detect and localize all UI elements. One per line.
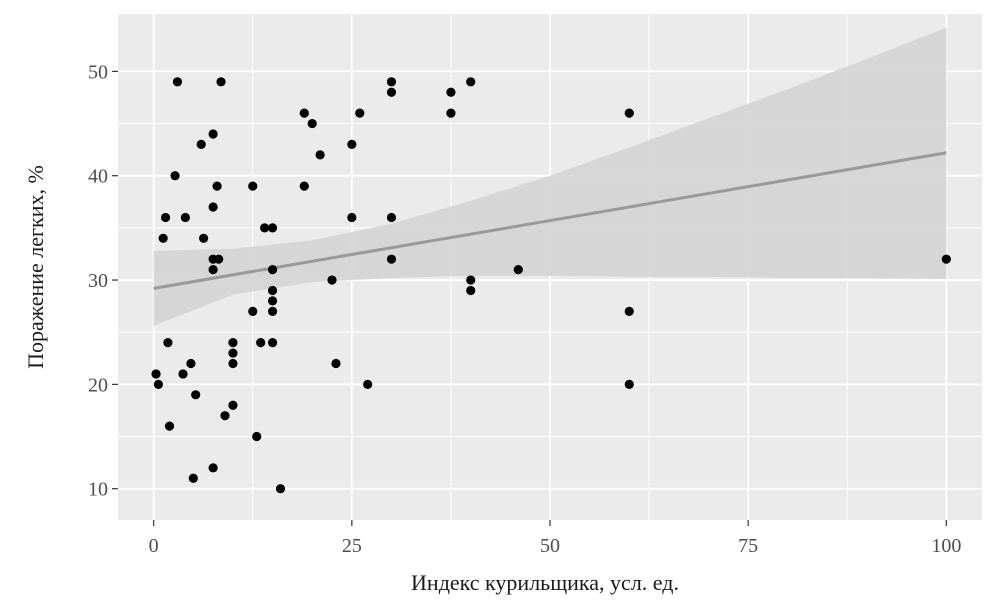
data-point	[315, 150, 325, 160]
data-point	[466, 285, 476, 296]
data-point	[151, 369, 161, 379]
data-points	[151, 77, 951, 494]
y-tick-label: 30	[88, 270, 108, 292]
data-point	[186, 358, 196, 369]
data-point	[275, 484, 286, 494]
data-point	[199, 233, 209, 243]
data-point	[208, 265, 218, 275]
data-point	[172, 77, 183, 87]
data-point	[363, 379, 373, 389]
data-point	[170, 171, 180, 181]
data-point	[347, 212, 357, 223]
data-point	[446, 108, 456, 118]
data-point	[466, 275, 476, 285]
data-point	[178, 369, 188, 379]
data-point	[267, 296, 278, 306]
data-point	[267, 265, 278, 275]
data-point	[153, 379, 164, 389]
data-point	[228, 348, 238, 358]
data-point	[347, 139, 357, 150]
data-point	[267, 223, 278, 233]
data-point	[208, 202, 218, 212]
confidence-band	[153, 27, 947, 326]
x-tick-label: 75	[738, 535, 758, 557]
data-point	[216, 77, 226, 87]
y-axis-title: Поражение легких, %	[23, 165, 48, 369]
data-point	[267, 338, 278, 348]
data-point	[163, 338, 173, 348]
data-point	[260, 223, 270, 233]
data-point	[214, 254, 224, 264]
data-point	[446, 87, 456, 97]
data-point	[196, 139, 206, 150]
data-point	[299, 108, 309, 118]
data-point	[307, 118, 317, 129]
data-point	[624, 306, 634, 316]
data-point	[164, 421, 175, 431]
data-point	[180, 212, 190, 223]
data-point	[299, 181, 309, 191]
data-point	[252, 431, 262, 442]
data-point	[624, 108, 634, 118]
data-point	[160, 212, 171, 223]
data-point	[386, 77, 397, 87]
x-tick-label: 0	[149, 535, 159, 557]
data-point	[208, 463, 218, 473]
x-tick-label: 100	[931, 535, 961, 557]
y-tick-label: 10	[88, 479, 108, 501]
data-point	[208, 129, 218, 139]
x-axis: 0 25 50 75 100	[149, 520, 961, 557]
data-point	[355, 108, 365, 118]
x-axis-title: Индекс курильщика, усл. ед.	[411, 570, 679, 595]
data-point	[267, 306, 278, 316]
data-point	[158, 233, 168, 243]
y-tick-label: 20	[88, 374, 108, 396]
data-point	[248, 306, 258, 316]
data-point	[624, 379, 634, 389]
x-tick-label: 25	[342, 535, 362, 557]
data-point	[327, 275, 337, 285]
data-point	[188, 473, 198, 483]
data-point	[513, 265, 523, 275]
data-point	[228, 400, 238, 410]
data-point	[386, 87, 397, 97]
data-point	[248, 181, 258, 191]
data-point	[267, 285, 278, 296]
data-point	[466, 77, 476, 87]
data-point	[386, 212, 397, 223]
data-point	[386, 254, 397, 264]
data-point	[941, 254, 951, 264]
data-point	[220, 411, 230, 421]
regression-line	[153, 151, 947, 290]
data-point	[228, 358, 238, 369]
y-tick-label: 40	[88, 166, 108, 188]
data-point	[228, 338, 238, 348]
y-axis: 10 20 30 40 50	[88, 61, 118, 501]
data-point	[256, 338, 266, 348]
data-point	[212, 181, 222, 191]
data-point	[331, 358, 341, 369]
x-tick-label: 50	[540, 535, 560, 557]
data-point	[191, 390, 201, 400]
y-tick-label: 50	[88, 61, 108, 83]
